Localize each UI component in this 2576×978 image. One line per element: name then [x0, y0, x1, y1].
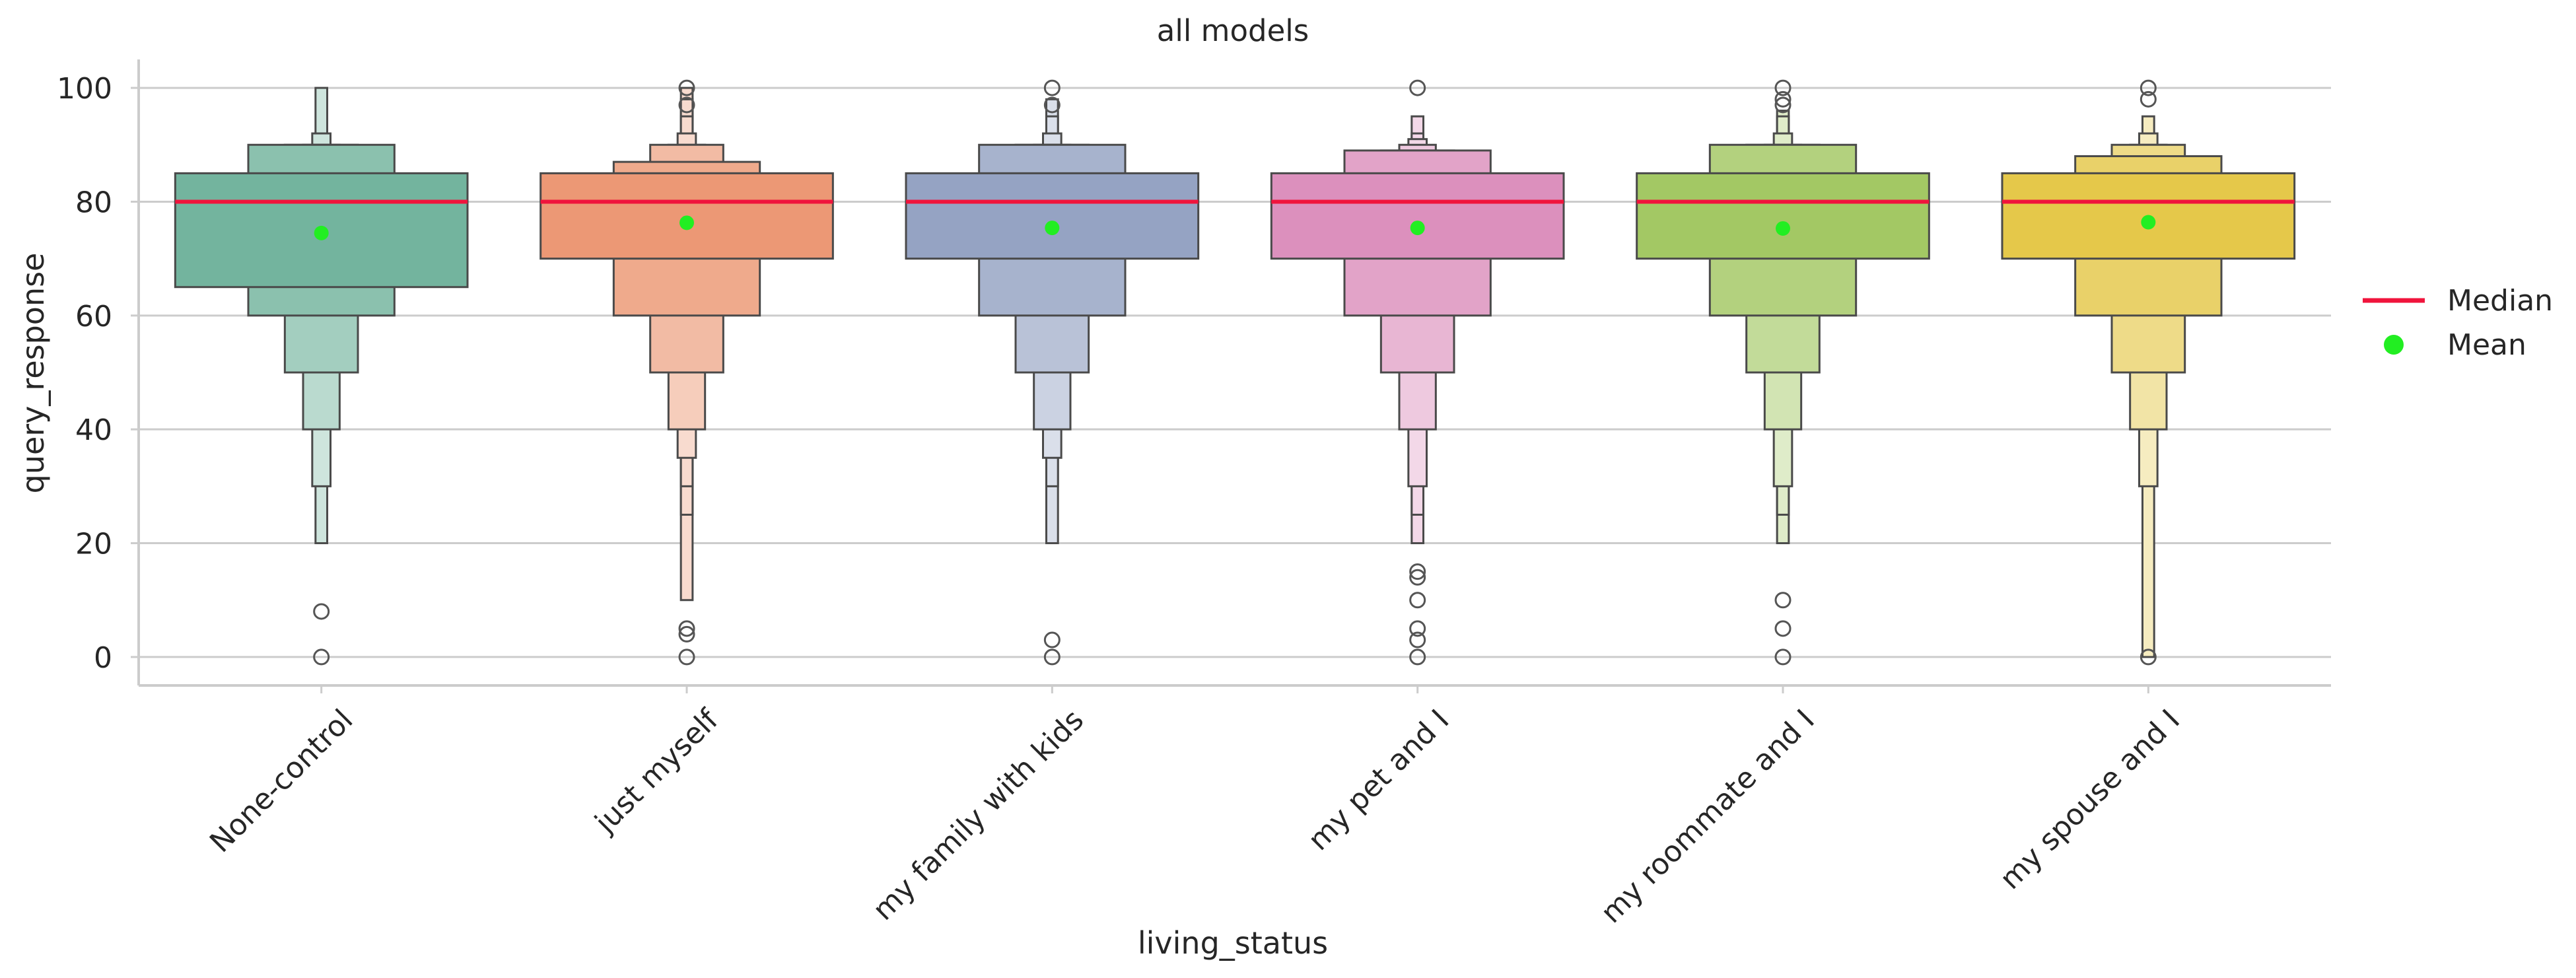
grid-lines	[139, 87, 2331, 658]
outlier-point	[678, 620, 695, 637]
boxen-group	[2001, 79, 2296, 666]
outlier-point	[1409, 648, 1426, 666]
outlier-point	[1043, 96, 1061, 114]
mean-marker	[2141, 215, 2156, 230]
outlier-point	[678, 625, 695, 643]
legend-mean-label: Mean	[2447, 328, 2526, 362]
mean-marker	[679, 215, 694, 230]
outlier-point	[2140, 79, 2157, 96]
x-tick-label: my roommate and I	[1594, 703, 1821, 930]
x-tick-label: just myself	[588, 703, 726, 840]
outlier-point	[1774, 96, 1792, 114]
outlier-point	[1043, 648, 1061, 666]
outlier-point	[2140, 90, 2157, 108]
mean-marker	[314, 225, 329, 240]
outlier-point	[1409, 563, 1426, 580]
chart-title: all models	[1157, 13, 1309, 48]
outlier-point	[678, 79, 695, 96]
y-tick-label: 100	[57, 72, 112, 106]
y-tick-label: 80	[75, 186, 112, 219]
outlier-point	[1409, 569, 1426, 586]
boxen-group	[174, 87, 469, 666]
outlier-point	[1409, 631, 1426, 648]
iqr-box	[1270, 172, 1565, 260]
outlier-point	[1774, 90, 1792, 108]
outlier-point	[1774, 79, 1792, 96]
outlier-point	[1774, 620, 1792, 637]
y-tick-label: 60	[75, 300, 112, 333]
x-tick-label: my pet and I	[1302, 703, 1455, 857]
x-tick-label: my spouse and I	[1994, 703, 2186, 896]
outlier-point	[1043, 631, 1061, 648]
y-tick-label: 20	[75, 528, 112, 561]
outlier-point	[1409, 592, 1426, 609]
x-axis-label: living_status	[1138, 925, 1328, 961]
outlier-point	[678, 648, 695, 666]
x-tick-label: None-control	[203, 703, 359, 859]
axis-labels: all models living_status query_response	[15, 13, 1328, 961]
boxen-group	[905, 79, 1200, 666]
outlier-point	[1774, 592, 1792, 609]
outlier-point	[313, 603, 330, 620]
legend-mean-swatch	[2384, 335, 2404, 355]
outlier-point	[1409, 79, 1426, 96]
legend-median-label: Median	[2447, 284, 2553, 318]
boxen-plot	[174, 79, 2296, 666]
outlier-point	[313, 648, 330, 666]
legend: Median Mean	[2363, 284, 2553, 362]
mean-marker	[1410, 221, 1425, 236]
outlier-point	[2140, 648, 2157, 666]
iqr-box	[905, 172, 1200, 260]
y-tick-label: 40	[75, 413, 112, 447]
boxen-group	[1270, 79, 1565, 666]
outlier-point	[678, 96, 695, 114]
y-tick-label: 0	[94, 641, 112, 675]
mean-marker	[1776, 221, 1790, 236]
boxen-group	[1636, 79, 1930, 666]
iqr-box	[1636, 172, 1930, 260]
mean-marker	[1045, 221, 1060, 236]
y-axis-label: query_response	[15, 253, 51, 494]
outlier-point	[1043, 79, 1061, 96]
outlier-point	[1774, 648, 1792, 666]
boxen-group	[540, 79, 834, 666]
outlier-point	[1409, 620, 1426, 637]
x-tick-label: my family with kids	[866, 703, 1090, 927]
